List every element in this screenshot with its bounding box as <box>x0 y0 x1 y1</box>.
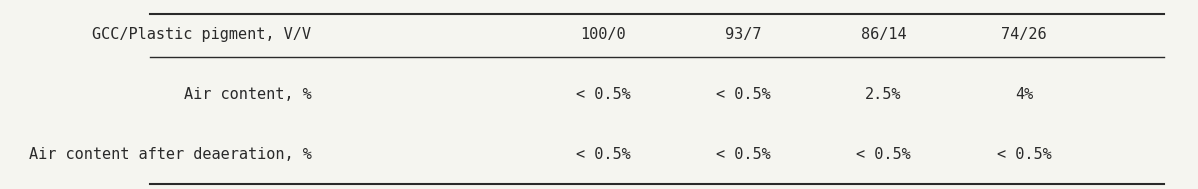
Text: Air content, %: Air content, % <box>183 87 311 102</box>
Text: GCC/Plastic pigment, V/V: GCC/Plastic pigment, V/V <box>92 27 311 42</box>
Text: < 0.5%: < 0.5% <box>857 147 910 162</box>
Text: 86/14: 86/14 <box>860 27 907 42</box>
Text: < 0.5%: < 0.5% <box>716 147 770 162</box>
Text: 4%: 4% <box>1015 87 1033 102</box>
Text: 100/0: 100/0 <box>580 27 625 42</box>
Text: 74/26: 74/26 <box>1002 27 1047 42</box>
Text: < 0.5%: < 0.5% <box>716 87 770 102</box>
Text: Air content after deaeration, %: Air content after deaeration, % <box>29 147 311 162</box>
Text: < 0.5%: < 0.5% <box>575 87 630 102</box>
Text: 2.5%: 2.5% <box>865 87 902 102</box>
Text: < 0.5%: < 0.5% <box>997 147 1052 162</box>
Text: 93/7: 93/7 <box>725 27 762 42</box>
Text: < 0.5%: < 0.5% <box>575 147 630 162</box>
